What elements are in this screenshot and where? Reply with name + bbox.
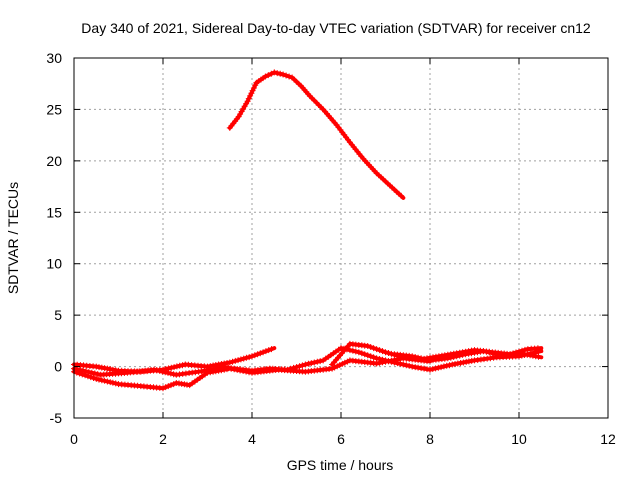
- x-tick-label: 6: [337, 431, 345, 447]
- x-axis-label: GPS time / hours: [287, 457, 394, 473]
- series-points-sat-g: [226, 69, 405, 199]
- y-tick-label: 0: [54, 359, 62, 375]
- y-tick-label: 15: [46, 204, 62, 220]
- y-tick-label: 5: [54, 307, 62, 323]
- x-tick-label: 10: [511, 431, 527, 447]
- x-tick-label: 12: [600, 431, 616, 447]
- series-markers-sat-f: [391, 348, 542, 364]
- chart-title: Day 340 of 2021, Sidereal Day-to-day VTE…: [81, 20, 591, 36]
- y-tick-label: -5: [50, 410, 63, 426]
- x-tick-label: 0: [70, 431, 78, 447]
- axis-ticks: 0 2 4 6 8 10 12 -5 0 5 10 15 20 25 30: [46, 50, 616, 447]
- y-tick-label: 20: [46, 153, 62, 169]
- y-tick-label: 25: [46, 101, 62, 117]
- series-markers-sat-g: [226, 69, 405, 199]
- y-axis-label: SDTVAR / TECUs: [5, 182, 21, 294]
- x-tick-label: 8: [426, 431, 434, 447]
- x-tick-label: 4: [248, 431, 256, 447]
- y-tick-label: 10: [46, 256, 62, 272]
- x-tick-label: 2: [159, 431, 167, 447]
- series-group: [71, 69, 544, 392]
- y-tick-label: 30: [46, 50, 62, 66]
- series-points-sat-f: [391, 348, 542, 364]
